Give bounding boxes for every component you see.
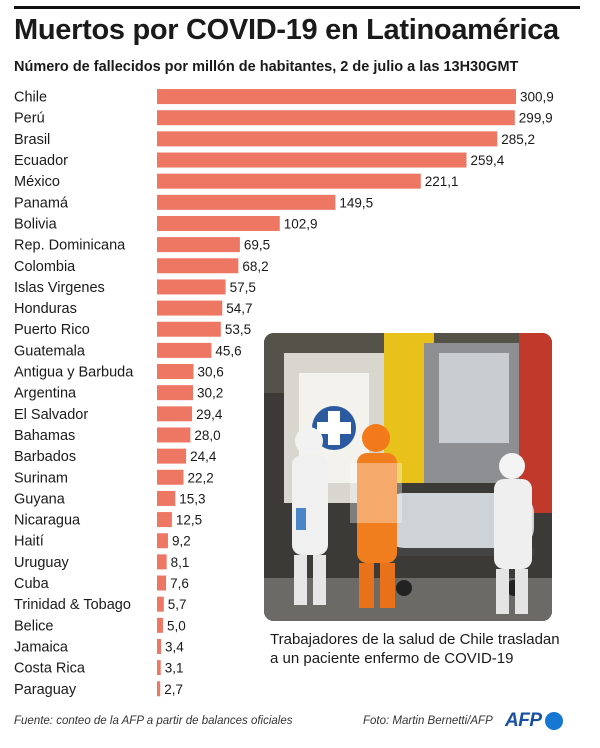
value-label: 57,5	[230, 280, 256, 295]
country-label: Trinidad & Tobago	[14, 597, 131, 613]
country-label: Panamá	[14, 195, 69, 211]
value-label: 2,7	[164, 682, 183, 697]
chart-subtitle: Número de fallecidos por millón de habit…	[14, 59, 519, 75]
value-label: 54,7	[226, 301, 252, 316]
country-label: Bahamas	[14, 428, 75, 444]
chart-title: Muertos por COVID-19 en Latinoamérica	[14, 14, 559, 46]
value-label: 300,9	[520, 90, 554, 105]
value-label: 9,2	[172, 534, 191, 549]
country-label: Belice	[14, 618, 54, 634]
bar	[157, 554, 167, 570]
bar	[157, 617, 163, 633]
value-label: 149,5	[339, 195, 373, 210]
value-label: 12,5	[176, 513, 202, 528]
country-label: Honduras	[14, 301, 77, 317]
afp-logo-text: AFP	[505, 710, 542, 731]
bar	[157, 342, 212, 358]
value-label: 53,5	[225, 322, 251, 337]
country-label: El Salvador	[14, 407, 88, 423]
value-label: 5,0	[167, 618, 186, 633]
country-label: Antigua y Barbuda	[14, 365, 134, 381]
country-label: México	[14, 174, 60, 190]
bar	[157, 152, 467, 168]
country-label: Guyana	[14, 491, 66, 507]
bar	[157, 110, 515, 126]
country-label: Argentina	[14, 386, 77, 402]
country-label: Uruguay	[14, 555, 70, 571]
bar	[157, 448, 187, 464]
bar	[157, 194, 336, 210]
country-label: Jamaica	[14, 639, 69, 655]
value-label: 221,1	[425, 174, 459, 189]
value-label: 45,6	[215, 343, 241, 358]
country-label: Bolivia	[14, 216, 58, 232]
country-label: Haití	[14, 534, 44, 550]
country-label: Paraguay	[14, 682, 77, 698]
value-label: 5,7	[168, 597, 187, 612]
bar	[157, 512, 172, 528]
top-rule	[14, 6, 580, 9]
bar	[157, 469, 184, 485]
bar	[157, 89, 516, 105]
value-label: 3,4	[165, 639, 184, 654]
value-label: 15,3	[179, 491, 205, 506]
bar	[157, 279, 226, 295]
value-label: 69,5	[244, 238, 270, 253]
bar	[157, 406, 193, 422]
country-label: Colombia	[14, 259, 76, 275]
value-label: 3,1	[165, 661, 184, 676]
value-label: 7,6	[170, 576, 189, 591]
country-label: Guatemala	[14, 343, 86, 359]
value-label: 285,2	[501, 132, 535, 147]
bar	[157, 575, 167, 591]
country-label: Ecuador	[14, 153, 68, 169]
value-label: 30,2	[197, 386, 223, 401]
value-label: 299,9	[519, 111, 553, 126]
afp-logo-dot	[544, 712, 563, 730]
bar	[157, 638, 162, 654]
photo-health-workers	[264, 333, 552, 621]
country-label: Rep. Dominicana	[14, 238, 126, 254]
bar	[157, 364, 194, 380]
value-label: 28,0	[194, 428, 220, 443]
value-label: 8,1	[171, 555, 190, 570]
country-label: Cuba	[14, 576, 50, 592]
value-label: 102,9	[284, 216, 318, 231]
country-label: Puerto Rico	[14, 322, 90, 338]
country-label: Costa Rica	[14, 661, 86, 677]
value-label: 24,4	[190, 449, 217, 464]
country-label: Chile	[14, 90, 47, 106]
value-label: 259,4	[470, 153, 504, 168]
bar	[157, 660, 161, 676]
country-label: Islas Virgenes	[14, 280, 105, 296]
bar	[157, 427, 191, 443]
photo-credit: Foto: Martin Bernetti/AFP	[363, 715, 493, 727]
value-label: 68,2	[242, 259, 268, 274]
photo-caption: Trabajadores de la salud de Chile trasla…	[270, 631, 560, 667]
bar	[157, 385, 194, 401]
source-note: Fuente: conteo de la AFP a partir de bal…	[14, 715, 293, 727]
bar-chart: Chile 300,9 Perú 299,9 Brasil 285,2 Ecuador 259…	[14, 89, 554, 698]
bar	[157, 237, 240, 253]
country-label: Barbados	[14, 449, 76, 465]
country-label: Brasil	[14, 132, 50, 148]
bar	[157, 215, 280, 231]
afp-logo: AFP	[505, 709, 563, 733]
bar	[157, 258, 239, 274]
bar	[157, 490, 176, 506]
value-label: 22,2	[187, 470, 213, 485]
bar	[157, 300, 223, 316]
value-label: 29,4	[196, 407, 223, 422]
value-label: 30,6	[198, 365, 224, 380]
country-label: Surinam	[14, 470, 68, 486]
bar	[157, 681, 161, 697]
bar	[157, 596, 164, 612]
country-label: Nicaragua	[14, 513, 81, 529]
bar	[157, 321, 221, 337]
bar	[157, 533, 168, 549]
bar	[157, 173, 421, 189]
bar	[157, 131, 498, 147]
country-label: Perú	[14, 111, 45, 127]
